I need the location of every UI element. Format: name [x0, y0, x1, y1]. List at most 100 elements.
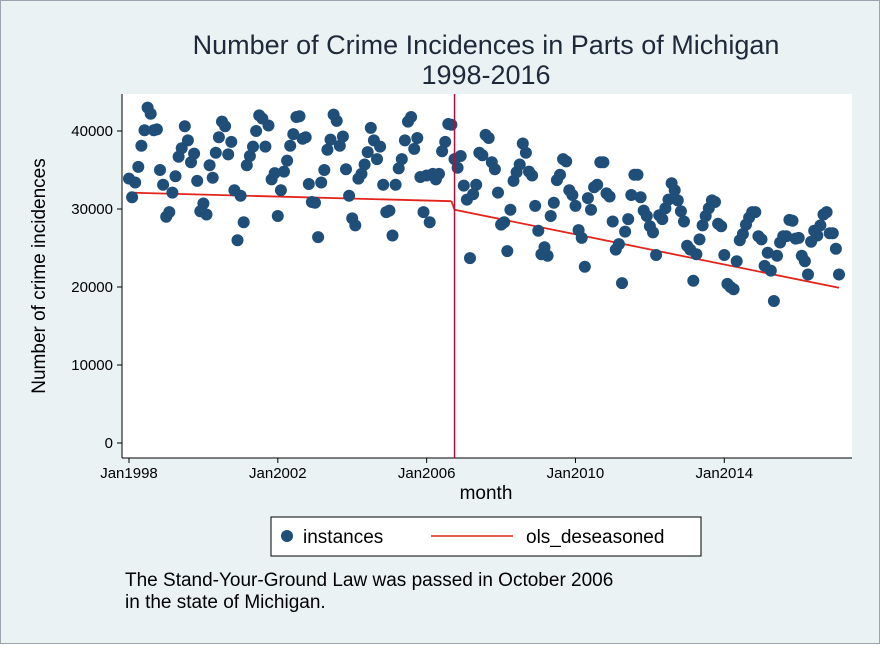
- data-point: [656, 213, 669, 226]
- data-point: [349, 219, 362, 232]
- data-point: [464, 252, 476, 265]
- data-point: [299, 131, 312, 144]
- data-point: [234, 189, 247, 202]
- data-point: [516, 137, 529, 150]
- data-point: [408, 142, 421, 155]
- data-point: [274, 184, 287, 197]
- data-point: [364, 121, 377, 134]
- data-point: [237, 216, 250, 229]
- data-point: [749, 206, 762, 219]
- plot-area: [122, 94, 852, 458]
- data-point: [709, 196, 721, 208]
- data-point: [203, 159, 216, 172]
- data-point: [206, 171, 219, 184]
- data-point: [498, 216, 511, 229]
- ols-line-segment: [128, 191, 452, 203]
- data-point: [336, 130, 349, 143]
- data-point: [312, 231, 325, 244]
- y-axis-label: Number of crime incidences: [29, 158, 50, 393]
- data-point: [132, 160, 145, 173]
- data-point: [197, 197, 210, 210]
- data-point: [786, 214, 799, 227]
- data-point: [250, 125, 263, 137]
- data-point: [727, 283, 740, 296]
- data-point: [631, 168, 644, 181]
- data-point: [792, 231, 805, 244]
- data-point: [451, 161, 464, 174]
- data-point: [591, 178, 604, 191]
- data-point: [262, 119, 275, 132]
- data-point: [225, 135, 238, 148]
- data-point: [309, 196, 321, 209]
- data-point: [411, 132, 424, 144]
- data-point: [736, 228, 749, 240]
- data-point: [386, 229, 399, 242]
- data-point: [833, 268, 845, 281]
- data-point: [457, 179, 470, 192]
- data-point: [504, 203, 517, 216]
- x-tick-label: Jan2014: [696, 465, 754, 482]
- x-tick-label: Jan2010: [547, 465, 605, 482]
- data-point: [640, 210, 653, 222]
- x-tick-label: Jan2002: [249, 465, 307, 482]
- data-point: [612, 238, 625, 251]
- data-point: [575, 231, 588, 244]
- data-point: [780, 230, 793, 243]
- data-point: [302, 178, 315, 190]
- note-line-1: The Stand-Your-Ground Law was passed in …: [125, 570, 613, 591]
- data-point: [547, 196, 560, 209]
- data-point: [343, 189, 356, 202]
- data-point: [526, 169, 539, 182]
- data-point: [395, 153, 408, 166]
- data-point: [433, 167, 445, 180]
- legend-label-ols: ols_deseasoned: [526, 527, 664, 548]
- data-point: [454, 150, 467, 162]
- data-point: [157, 178, 170, 191]
- data-point: [476, 149, 489, 162]
- data-point: [436, 145, 449, 158]
- x-tick-label: Jan1998: [100, 465, 158, 482]
- data-point: [826, 227, 839, 240]
- data-point: [634, 191, 647, 204]
- data-point: [144, 107, 157, 120]
- data-point: [278, 165, 290, 178]
- data-point: [231, 234, 244, 247]
- data-point: [671, 194, 684, 207]
- data-point: [222, 148, 235, 161]
- data-point: [802, 268, 814, 281]
- data-point: [603, 190, 616, 203]
- data-point: [169, 170, 182, 183]
- data-point: [814, 219, 827, 232]
- data-point: [324, 133, 337, 146]
- data-point: [315, 176, 328, 189]
- data-point: [212, 131, 225, 144]
- data-point: [374, 140, 387, 153]
- data-point: [219, 120, 232, 133]
- data-point: [243, 150, 256, 162]
- data-point: [330, 114, 343, 127]
- data-point: [650, 249, 663, 261]
- y-tick-label: 40000: [71, 123, 113, 140]
- data-point: [798, 255, 811, 268]
- data-point: [358, 158, 371, 171]
- x-axis-label: month: [460, 483, 513, 504]
- data-point: [423, 216, 436, 229]
- data-point: [764, 264, 777, 277]
- data-point: [678, 215, 690, 228]
- data-point: [482, 132, 495, 144]
- data-point: [361, 146, 374, 159]
- data-point: [829, 242, 842, 255]
- data-point: [715, 220, 728, 233]
- data-point: [284, 139, 297, 152]
- data-point: [281, 154, 294, 167]
- data-point: [209, 146, 222, 159]
- data-point: [674, 205, 687, 218]
- data-point: [619, 225, 632, 238]
- data-point: [622, 213, 635, 226]
- data-point: [445, 118, 458, 131]
- data-point: [585, 203, 597, 216]
- data-point: [668, 184, 681, 197]
- data-point: [371, 153, 383, 166]
